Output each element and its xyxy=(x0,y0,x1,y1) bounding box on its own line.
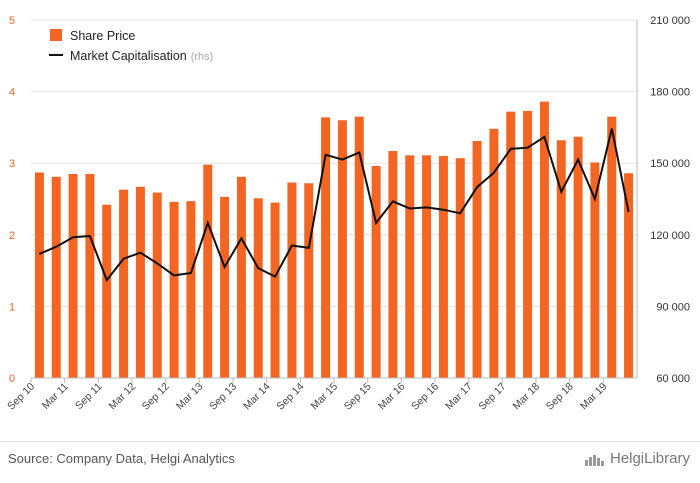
y-left-tick-label: 3 xyxy=(9,158,15,170)
share-price-bar xyxy=(556,140,566,378)
brand-logo: HelgiLibrary xyxy=(584,450,690,467)
legend-share-price-label: Share Price xyxy=(70,29,135,43)
y-right-tick-label: 150 000 xyxy=(650,158,690,170)
x-tick-label: Mar 15 xyxy=(309,381,341,413)
x-tick-label: Mar 13 xyxy=(174,381,206,413)
y-left-tick-label: 1 xyxy=(9,301,15,313)
share-price-bar xyxy=(68,173,78,378)
share-price-bar xyxy=(51,176,61,378)
share-price-bar xyxy=(304,183,314,378)
x-tick-label: Mar 18 xyxy=(511,381,543,413)
share-price-bar xyxy=(607,116,617,378)
x-tick-label: Sep 15 xyxy=(342,381,374,413)
share-price-bar xyxy=(186,201,196,378)
brand-name: HelgiLibrary xyxy=(609,450,690,467)
x-tick-label: Sep 10 xyxy=(5,381,37,413)
x-tick-label: Sep 16 xyxy=(409,381,441,413)
y-left-tick-label: 2 xyxy=(9,230,15,242)
share-price-bar xyxy=(236,176,246,378)
share-price-bar xyxy=(287,182,297,378)
x-tick-label: Sep 13 xyxy=(207,381,239,413)
share-price-bar xyxy=(523,110,533,378)
share-price-bar xyxy=(354,116,364,378)
share-price-bar xyxy=(371,166,381,378)
market-cap-line xyxy=(39,128,630,283)
market-cap-line-group xyxy=(39,128,630,283)
share-price-bar xyxy=(438,156,448,378)
x-tick-label: Mar 11 xyxy=(40,381,71,412)
x-tick-label: Sep 11 xyxy=(73,381,105,413)
share-price-bar xyxy=(506,111,516,378)
legend-market-cap-suffix: (rhs) xyxy=(191,51,214,63)
library-icon xyxy=(584,454,604,466)
x-tick-label: Mar 14 xyxy=(241,381,273,413)
share-price-bar xyxy=(405,155,415,378)
share-price-bar xyxy=(270,202,280,378)
share-price-bar xyxy=(152,192,162,378)
share-price-bar xyxy=(422,155,432,378)
footer-divider xyxy=(0,441,700,442)
x-tick-label: Mar 16 xyxy=(376,381,408,413)
legend: Share Price Market Capitalisation (rhs) xyxy=(49,29,213,63)
share-price-bar xyxy=(220,196,230,378)
share-price-bar xyxy=(34,172,44,378)
share-price-bar xyxy=(135,186,145,378)
x-tick-label: Sep 14 xyxy=(274,381,306,413)
share-price-bar xyxy=(169,201,179,378)
share-price-bar xyxy=(337,120,347,379)
x-tick-label: Mar 17 xyxy=(443,381,475,413)
share-price-bar xyxy=(85,173,95,378)
share-price-bar xyxy=(253,198,263,378)
y-right-tick-label: 120 000 xyxy=(650,230,690,242)
y-right-tick-label: 60 000 xyxy=(656,373,690,385)
x-tick-label: Sep 18 xyxy=(544,381,576,413)
share-price-bar xyxy=(590,162,600,378)
x-tick-label: Mar 12 xyxy=(107,381,139,413)
share-price-bar xyxy=(119,189,129,378)
share-price-bar xyxy=(388,151,398,378)
source-note: Source: Company Data, Helgi Analytics xyxy=(8,451,235,466)
share-price-bar xyxy=(489,128,499,378)
chart: 0 60 000 1 90 000 2 120 000 3 150 000 4 180 000 5 2… xyxy=(5,15,690,413)
share-price-bar xyxy=(321,117,331,378)
x-tick-label: Sep 17 xyxy=(476,381,508,413)
share-price-bar xyxy=(624,173,634,378)
y-left-tick-label: 4 xyxy=(9,87,15,99)
share-price-bars xyxy=(34,101,634,379)
share-price-bar xyxy=(102,204,112,378)
share-price-bar xyxy=(573,136,583,378)
x-tick-label: Sep 12 xyxy=(140,381,172,413)
y-right-tick-label: 210 000 xyxy=(650,15,690,27)
y-left-tick-label: 0 xyxy=(9,373,15,385)
share-price-bar xyxy=(472,141,482,378)
y-right-tick-label: 90 000 xyxy=(656,301,690,313)
y-right-tick-label: 180 000 xyxy=(650,87,690,99)
share-price-bar xyxy=(539,101,549,379)
legend-share-price-swatch xyxy=(50,29,62,41)
legend-market-cap-label: Market Capitalisation (rhs) xyxy=(70,49,213,63)
share-price-bar xyxy=(203,164,213,378)
share-price-bar xyxy=(455,158,465,378)
x-tick-label: Mar 19 xyxy=(578,381,610,413)
y-left-tick-label: 5 xyxy=(9,15,15,27)
legend-market-cap-name: Market Capitalisation xyxy=(70,49,187,63)
